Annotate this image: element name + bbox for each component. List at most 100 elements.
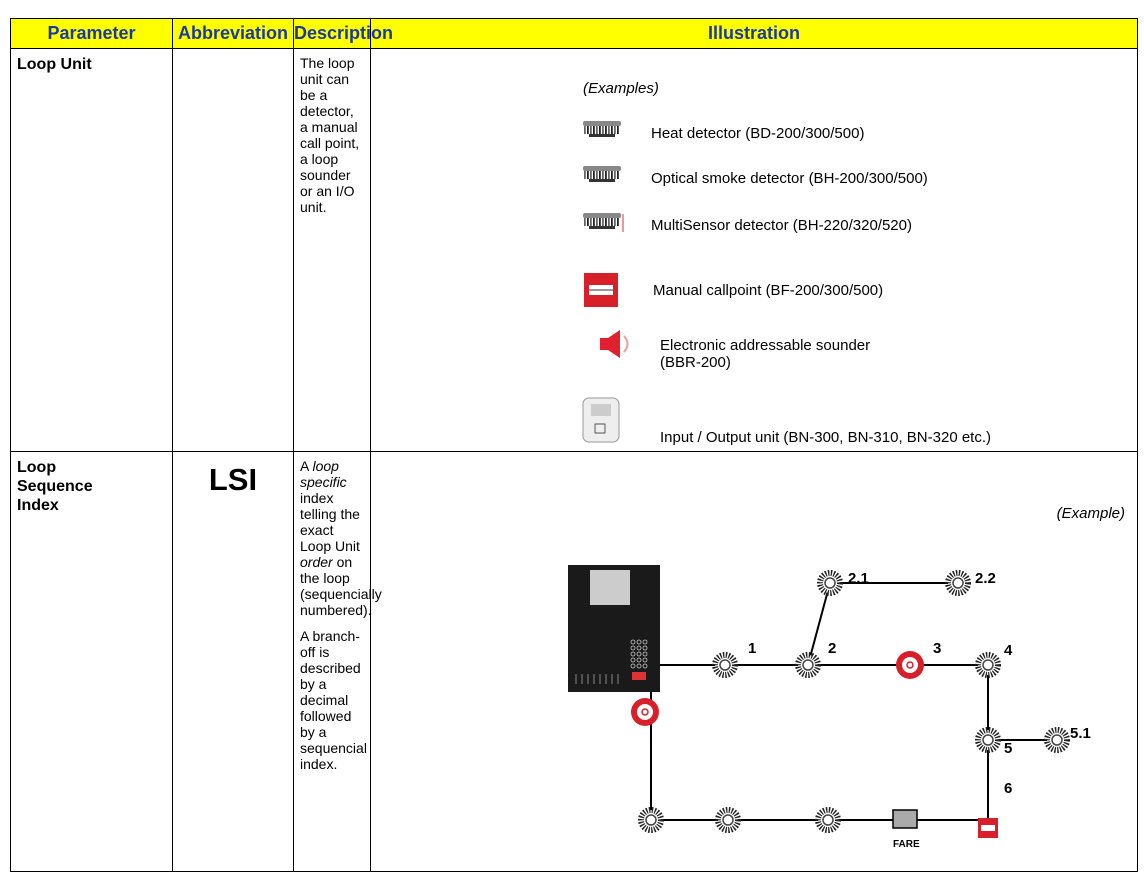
item-label: Manual callpoint (BF-200/300/500) [653, 282, 883, 299]
parameter-line: Loop Unit [17, 56, 92, 73]
sounder [902, 657, 918, 673]
header-row: Parameter Abbreviation Description Illus… [10, 18, 1138, 49]
description-text: order [300, 554, 333, 570]
description-paragraph: The loop unit can be a detector, a manua… [300, 55, 365, 215]
icon-detector [614, 171, 616, 179]
icon-detector [611, 218, 613, 226]
node-label: 1 [748, 640, 756, 657]
description-text: on the loop (sequencially numbered). [300, 554, 382, 618]
icon-detector [590, 218, 592, 226]
control-panel [636, 657, 642, 663]
control-panel [642, 651, 648, 657]
parameter-cell: Loop Sequence Index [10, 451, 173, 872]
node-label: 6 [1004, 780, 1012, 797]
item-label: Electronic addressable sounder [660, 337, 870, 354]
detector [1051, 734, 1063, 746]
icon-detector [584, 171, 586, 179]
control-panel [630, 639, 636, 645]
icon-io-unit [594, 423, 606, 434]
icon-detector [593, 126, 595, 134]
sounder [637, 704, 653, 720]
icon-detector [608, 171, 610, 179]
control-panel [630, 657, 636, 663]
icon-detector [587, 171, 589, 179]
icon-detector [590, 126, 592, 134]
icon-detector [587, 218, 589, 226]
node-label: 3 [933, 640, 941, 657]
control-panel [630, 651, 636, 657]
icon-detector [605, 126, 607, 134]
abbreviation: LSI [208, 462, 258, 497]
item-label: Input / Output unit (BN-300, BN-310, BN-… [660, 429, 991, 446]
node-label: 2 [828, 640, 836, 657]
detector [982, 734, 994, 746]
description-paragraph: A branch-off is described by a decimal f… [300, 628, 367, 772]
icon-detector [602, 171, 604, 179]
icon-detector [608, 126, 610, 134]
icon-detector [614, 218, 616, 226]
fare-box [892, 809, 918, 829]
control-panel [636, 645, 642, 651]
example-note: (Example) [1057, 505, 1125, 522]
icon-detector [617, 218, 619, 226]
icon-detector [605, 218, 607, 226]
icon-detector [596, 171, 598, 179]
icon-sounder [600, 338, 608, 350]
control-panel [642, 645, 648, 651]
icon-detector [583, 213, 621, 218]
parameter-cell: Loop Unit [10, 48, 173, 452]
control-panel [630, 645, 636, 651]
node-label: 2.2 [975, 570, 996, 587]
control-panel [590, 570, 630, 605]
page: Parameter Abbreviation Description Illus… [10, 18, 1138, 872]
description-text: The loop unit can be a detector, a manua… [300, 55, 360, 215]
description-text: A branch-off is described by a decimal f… [300, 628, 367, 772]
detector [982, 659, 994, 671]
header-cell: Illustration [370, 18, 1138, 49]
header-cell: Parameter [10, 18, 173, 49]
icon-detector [608, 218, 610, 226]
parameter-table: Parameter Abbreviation Description Illus… [10, 18, 1138, 872]
icon-io-unit [591, 404, 611, 416]
icon-sounder [608, 330, 620, 358]
abbreviation-cell [172, 48, 294, 452]
icon-detector [590, 171, 592, 179]
abbreviation-cell: LSI [172, 451, 294, 872]
detector [822, 814, 834, 826]
icon-detector [611, 171, 613, 179]
icon-detector [583, 121, 621, 126]
item-label: Optical smoke detector (BH-200/300/500) [651, 170, 928, 187]
icon-detector [605, 171, 607, 179]
detector [722, 814, 734, 826]
examples-note: (Examples) [583, 80, 659, 97]
control-panel [636, 663, 642, 669]
icon-detector [584, 126, 586, 134]
icon-detector [617, 126, 619, 134]
description-text: A [300, 458, 309, 474]
icon-detector [589, 179, 615, 182]
node-label: FARE [893, 839, 920, 850]
detector [645, 814, 657, 826]
node-label: 4 [1004, 642, 1013, 659]
node-label: 2.1 [848, 570, 869, 587]
item-label: (BBR-200) [660, 354, 731, 371]
detector [719, 659, 731, 671]
icon-detector [596, 218, 598, 226]
icon-detector [617, 171, 619, 179]
icon-detector [589, 134, 615, 137]
icon-detector [602, 218, 604, 226]
icon-detector [596, 126, 598, 134]
icon-detector [599, 126, 601, 134]
icon-detector [593, 218, 595, 226]
control-panel [636, 651, 642, 657]
control-panel [642, 663, 648, 669]
icon-detector [599, 218, 601, 226]
description-text: index telling the exact Loop Unit [300, 490, 360, 554]
parameter-line: Sequence [17, 478, 93, 495]
node-label: 5.1 [1070, 725, 1091, 742]
table-row: Loop Unit The loop unit can be a detecto… [10, 48, 1138, 452]
icon-detector [611, 126, 613, 134]
icon-detector [589, 226, 615, 229]
description-paragraph: A loop specific index telling the exact … [300, 458, 382, 618]
item-label: MultiSensor detector (BH-220/320/520) [651, 217, 912, 234]
